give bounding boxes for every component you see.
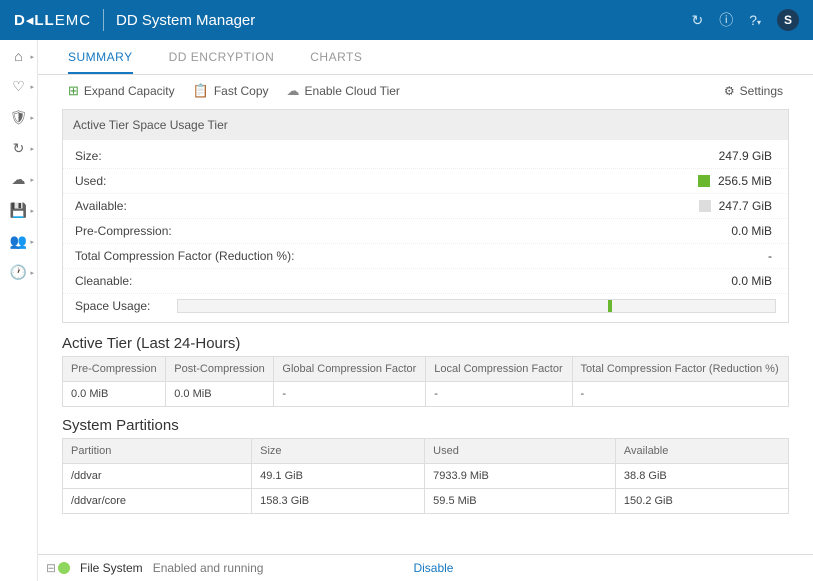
cleanable-value: 0.0 MiB: [731, 274, 776, 288]
partitions-title: System Partitions: [62, 417, 789, 434]
td-partition: /ddvar/core: [63, 489, 252, 514]
table-row: /ddvar 49.1 GiB 7933.9 MiB 38.8 GiB: [63, 464, 789, 489]
th-partition: Partition: [63, 439, 252, 464]
expand-icon: ⊞: [68, 83, 79, 99]
td-partition: /ddvar: [63, 464, 252, 489]
brand-logo: D◂LLEMC: [14, 11, 91, 29]
side-nav: ⌂▸ ♡▸ 🛡▸ ↻▸ ☁▸ 💾▸ 👥▸ 🕐▸: [0, 40, 38, 581]
td-available: 38.8 GiB: [615, 464, 788, 489]
tab-summary[interactable]: SUMMARY: [68, 50, 133, 74]
row-precomp: Pre-Compression: 0.0 MiB: [63, 219, 788, 244]
top-right-group: ↻ ⓘ ?▾ S: [691, 9, 799, 31]
gear-icon: ⚙: [724, 84, 735, 98]
td-pre: 0.0 MiB: [63, 382, 166, 407]
th-global: Global Compression Factor: [274, 357, 426, 382]
td-local: -: [426, 382, 572, 407]
th-post: Post-Compression: [166, 357, 274, 382]
totalcomp-value: -: [768, 249, 776, 263]
fastcopy-label: Fast Copy: [214, 84, 269, 98]
table-row: /ddvar/core 158.3 GiB 59.5 MiB 150.2 GiB: [63, 489, 789, 514]
fast-copy-button[interactable]: 📋 Fast Copy: [193, 83, 269, 99]
td-size: 158.3 GiB: [252, 489, 425, 514]
used-value: 256.5 MiB: [718, 174, 776, 188]
settings-label: Settings: [740, 84, 783, 98]
row-cleanable: Cleanable: 0.0 MiB: [63, 269, 788, 294]
row-size: Size: 247.9 GiB: [63, 144, 788, 169]
td-available: 150.2 GiB: [615, 489, 788, 514]
size-value: 247.9 GiB: [719, 149, 776, 163]
td-used: 59.5 MiB: [425, 489, 616, 514]
nav-shield[interactable]: 🛡▸: [0, 109, 37, 126]
expand-label: Expand Capacity: [84, 84, 175, 98]
row-used: Used: 256.5 MiB: [63, 169, 788, 194]
available-value: 247.7 GiB: [719, 199, 776, 213]
toolbar: ⊞ Expand Capacity 📋 Fast Copy ☁ Enable Clou…: [38, 75, 813, 107]
fastcopy-icon: 📋: [193, 83, 209, 99]
precomp-label: Pre-Compression:: [75, 224, 731, 238]
cloud-label: Enable Cloud Tier: [305, 84, 400, 98]
nav-storage[interactable]: 💾▸: [0, 202, 37, 219]
available-swatch-icon: [699, 200, 711, 212]
tab-charts[interactable]: CHARTS: [310, 50, 362, 74]
settings-button[interactable]: ⚙ Settings: [724, 84, 783, 98]
row-totalcomp: Total Compression Factor (Reduction %): …: [63, 244, 788, 269]
used-label: Used:: [75, 174, 698, 188]
tab-encryption[interactable]: DD ENCRYPTION: [169, 50, 275, 74]
nav-history[interactable]: 🕐▸: [0, 264, 37, 281]
collapse-sidebar-icon[interactable]: ⊟: [46, 561, 56, 575]
th-size: Size: [252, 439, 425, 464]
nav-refresh[interactable]: ↻▸: [0, 140, 37, 157]
enable-cloud-tier-button[interactable]: ☁ Enable Cloud Tier: [287, 83, 400, 99]
main-content: SUMMARY DD ENCRYPTION CHARTS ⊞ Expand Cap…: [38, 40, 813, 581]
nav-home[interactable]: ⌂▸: [0, 48, 37, 64]
td-used: 7933.9 MiB: [425, 464, 616, 489]
row-space-usage: Space Usage:: [63, 294, 788, 318]
totalcomp-label: Total Compression Factor (Reduction %):: [75, 249, 768, 263]
th-pre: Pre-Compression: [63, 357, 166, 382]
th-total: Total Compression Factor (Reduction %): [572, 357, 788, 382]
th-local: Local Compression Factor: [426, 357, 572, 382]
expand-capacity-button[interactable]: ⊞ Expand Capacity: [68, 83, 175, 99]
td-global: -: [274, 382, 426, 407]
refresh-icon[interactable]: ↻: [691, 12, 703, 29]
active-tier-title: Active Tier Space Usage Tier: [63, 110, 788, 140]
app-title: DD System Manager: [116, 12, 255, 29]
footer-label: File System: [80, 561, 143, 575]
tabs: SUMMARY DD ENCRYPTION CHARTS: [38, 40, 813, 75]
brand-divider: [103, 9, 104, 31]
space-usage-gauge: [177, 299, 776, 313]
top-bar: D◂LLEMC DD System Manager ↻ ⓘ ?▾ S: [0, 0, 813, 40]
nav-cloud[interactable]: ☁▸: [0, 171, 37, 188]
disable-link[interactable]: Disable: [413, 561, 453, 575]
footer-status: Enabled and running: [153, 561, 264, 575]
last24-table: Pre-Compression Post-Compression Global …: [62, 356, 789, 407]
td-post: 0.0 MiB: [166, 382, 274, 407]
usage-label: Space Usage:: [75, 299, 165, 313]
status-footer: File System Enabled and running Disable: [38, 554, 813, 581]
precomp-value: 0.0 MiB: [731, 224, 776, 238]
td-size: 49.1 GiB: [252, 464, 425, 489]
th-available: Available: [615, 439, 788, 464]
td-total: -: [572, 382, 788, 407]
used-swatch-icon: [698, 175, 710, 187]
user-avatar[interactable]: S: [777, 9, 799, 31]
help-icon[interactable]: ?▾: [749, 12, 761, 28]
nav-users[interactable]: 👥▸: [0, 233, 37, 250]
cleanable-label: Cleanable:: [75, 274, 731, 288]
active-tier-panel: Active Tier Space Usage Tier Size: 247.9…: [62, 109, 789, 323]
info-icon[interactable]: ⓘ: [719, 10, 733, 30]
nav-health[interactable]: ♡▸: [0, 78, 37, 95]
size-label: Size:: [75, 149, 719, 163]
partitions-table: Partition Size Used Available /ddvar 49.…: [62, 438, 789, 514]
row-available: Available: 247.7 GiB: [63, 194, 788, 219]
available-label: Available:: [75, 199, 699, 213]
th-used: Used: [425, 439, 616, 464]
last24-title: Active Tier (Last 24-Hours): [62, 335, 789, 352]
table-row: 0.0 MiB 0.0 MiB - - -: [63, 382, 789, 407]
cloud-icon: ☁: [287, 83, 300, 99]
status-dot-icon: [58, 562, 70, 574]
